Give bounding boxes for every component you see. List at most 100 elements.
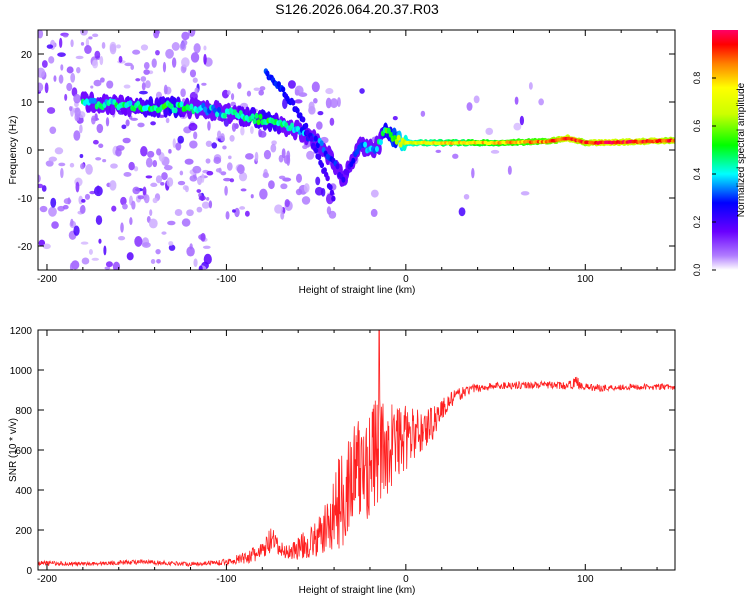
spectrogram-cell <box>42 243 51 250</box>
spectrogram-cell <box>130 64 135 70</box>
spectrogram-cell <box>91 257 100 261</box>
spectrogram-cell <box>95 157 102 161</box>
spectrogram-cell <box>295 188 303 196</box>
spectrogram-cell <box>328 184 333 191</box>
spectrogram-cell <box>123 172 132 177</box>
spectrogram-cell <box>167 220 176 226</box>
spectrogram-cell <box>308 101 315 111</box>
spectrogram-cell <box>51 221 59 229</box>
spectrogram-cell <box>106 80 114 89</box>
spectrogram-cell <box>84 193 91 200</box>
spectrogram-cell <box>294 99 303 104</box>
spectrogram-cell <box>228 155 232 160</box>
spectrogram-cell <box>215 111 220 118</box>
spectrogram-cell <box>325 88 334 95</box>
spectrogram-cell <box>192 165 202 174</box>
spectrogram-cell <box>388 131 393 138</box>
x-tick-label: 100 <box>577 574 594 585</box>
spectrogram-cell <box>137 122 145 128</box>
spectrogram-cell <box>38 239 46 247</box>
spectrogram-cell <box>64 93 68 101</box>
spectrogram-cell <box>38 183 44 189</box>
spectrogram-cell <box>88 249 93 255</box>
spectrogram-cell <box>111 205 117 212</box>
spectrogram-cell <box>303 183 310 193</box>
spectrogram-cell <box>278 175 286 180</box>
spectrogram-cell <box>205 158 211 164</box>
spectrogram-cell <box>166 177 174 187</box>
spectrogram-cell <box>246 90 252 97</box>
spectrogram-cell <box>150 182 158 188</box>
spectrogram-cell <box>262 172 270 179</box>
spectrogram-cell <box>239 206 246 210</box>
spectrogram-cell <box>161 231 167 235</box>
spectrogram-cell <box>317 111 324 116</box>
spectrogram-cell <box>326 206 332 215</box>
spectrogram-cell <box>280 211 285 220</box>
spectrogram-cell <box>92 139 99 145</box>
colorbar: 0.0 0.2 0.4 0.6 0.8 Normalized spectral ampl… <box>692 30 747 276</box>
y-tick-label: 800 <box>15 406 32 417</box>
spectrogram-cell <box>513 122 522 131</box>
spectrogram-cell <box>301 116 306 123</box>
spectrogram-cell <box>48 56 55 64</box>
spectrogram-cell <box>79 124 83 134</box>
spectrogram-cell <box>392 116 398 121</box>
colorbar-tick-label: 0.6 <box>692 120 702 133</box>
spectrogram-cell <box>93 185 103 197</box>
spectrogram-cell <box>240 188 247 192</box>
spectrogram-cell <box>302 144 308 150</box>
spectrogram-cell <box>396 134 401 141</box>
spectrogram-cell <box>81 257 90 265</box>
spectrogram-cell <box>203 253 212 265</box>
figure-title: S126.2026.064.20.37.R03 <box>275 1 439 17</box>
spectrogram-cell <box>152 160 158 168</box>
spectrogram-cell <box>226 162 233 171</box>
spectrogram-cell <box>184 185 189 193</box>
x-tick-label: -200 <box>37 274 57 285</box>
spectrogram-cell <box>485 127 494 136</box>
spectrogram-cell <box>278 154 284 163</box>
spectrogram-cell <box>211 142 218 149</box>
spectrogram-marks <box>38 30 675 270</box>
spectrogram-cell <box>149 209 153 217</box>
spectrogram-cell <box>290 99 296 106</box>
spectrogram-cell <box>180 88 186 98</box>
spectrogram-cell <box>145 157 153 168</box>
spectrogram-cell <box>268 180 275 190</box>
spectrogram-cell <box>359 88 365 94</box>
spectrogram-cell <box>44 82 49 94</box>
spectrogram-cell <box>173 107 178 114</box>
spectrogram-cell <box>96 123 104 134</box>
spectrogram-cell <box>206 170 214 176</box>
spectrogram-cell <box>220 133 225 142</box>
spectrogram-cell <box>201 201 210 209</box>
spectrogram-cell <box>319 140 324 147</box>
spectrogram-cell <box>94 50 101 59</box>
spectrogram-cell <box>313 135 318 142</box>
spectrogram-cell <box>208 200 213 209</box>
spectrogram-cell <box>57 52 66 57</box>
spectrogram-cell <box>60 64 64 71</box>
spectrogram-cell <box>160 181 165 186</box>
spectrogram-cell <box>155 49 160 56</box>
spectrogram-cell <box>125 119 130 127</box>
spectrogram-cell <box>110 163 118 169</box>
spectrogram-cell <box>128 100 133 107</box>
spectrogram-cell <box>315 142 320 149</box>
spectrogram-cell <box>118 55 123 63</box>
spectrogram-cell <box>197 176 203 186</box>
spectrogram-cell <box>128 161 135 171</box>
spectrogram-cell <box>62 204 69 210</box>
spectrogram-cell <box>79 153 84 159</box>
spectrogram-cell <box>99 55 104 66</box>
spectrogram-cell <box>281 148 286 159</box>
spectrogram-cell <box>48 206 57 217</box>
spectrogram-cell <box>152 197 158 204</box>
spectrogram-cell <box>76 66 81 74</box>
spectrogram-cell <box>186 246 195 257</box>
spectrogram-cell <box>66 82 73 92</box>
spectrogram-cell <box>193 258 198 268</box>
spectrogram-cell <box>48 156 58 162</box>
